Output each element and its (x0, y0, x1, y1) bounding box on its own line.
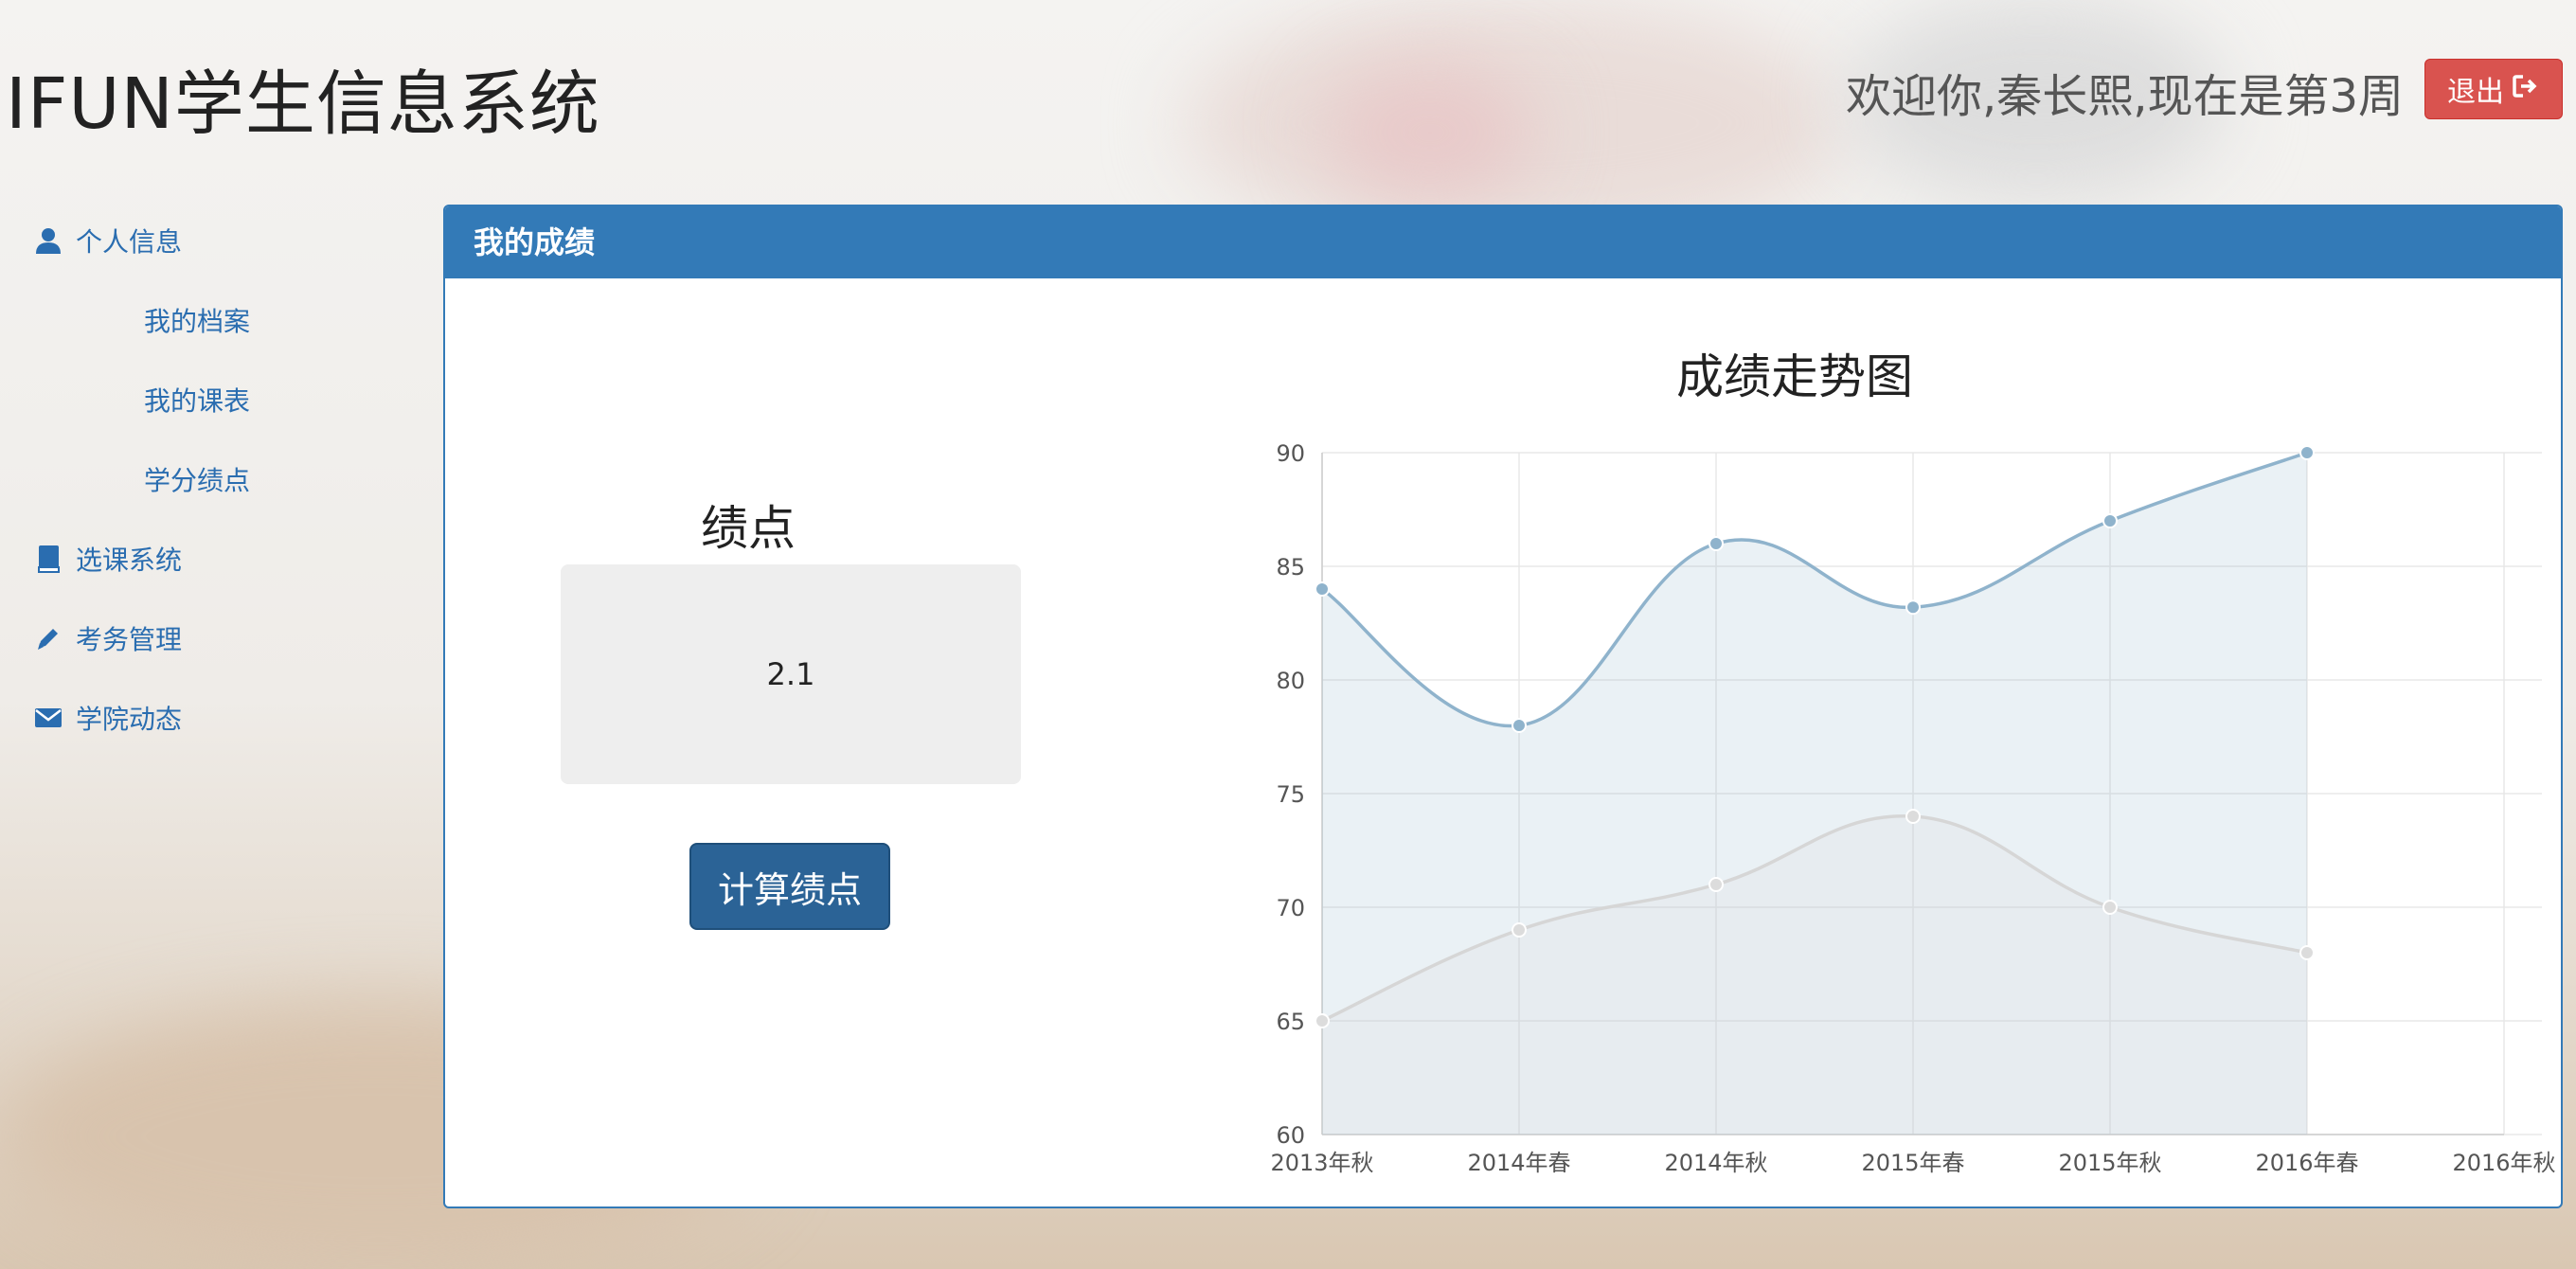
y-tick-label: 65 (1276, 1009, 1305, 1035)
data-point (2102, 900, 2118, 915)
sidebar-item-label: 学院动态 (76, 704, 183, 735)
sidebar-item-label: 考务管理 (76, 624, 183, 655)
data-point (1905, 599, 1921, 616)
gpa-label: 绩点 (701, 501, 796, 556)
y-tick-label: 70 (1276, 895, 1305, 921)
x-tick-label: 2016年秋 (2452, 1150, 2555, 1176)
data-point (2299, 445, 2315, 460)
app-title: IFUN学生信息系统 (6, 63, 600, 145)
gpa-value-box: 2.1 (561, 564, 1021, 784)
x-tick-label: 2014年春 (1467, 1150, 1570, 1176)
sidebar-item-my-schedule[interactable]: 我的课表 (144, 385, 251, 417)
sidebar-item-my-archive[interactable]: 我的档案 (144, 306, 251, 337)
logout-button[interactable]: 退出 (2424, 59, 2563, 119)
sidebar-item-credits-gpa[interactable]: 学分绩点 (144, 465, 251, 496)
grade-trend-chart: 60 65 70 75 80 85 90 2013年秋 2014年春 2014年秋 2015年春 20… (1270, 440, 2555, 1176)
data-point (1512, 718, 1527, 733)
sidebar-item-label: 个人信息 (76, 226, 183, 258)
data-point (1512, 922, 1527, 938)
pencil-icon (34, 624, 63, 652)
data-point (2299, 945, 2315, 960)
series-line (1321, 814, 2308, 1023)
data-point (1905, 809, 1921, 824)
logout-label: 退出 (2447, 76, 2504, 109)
y-tick-label: 85 (1276, 554, 1305, 581)
y-tick-label: 75 (1276, 781, 1305, 808)
sidebar-item-exam-management[interactable]: 考务管理 (34, 619, 182, 657)
calculate-gpa-button[interactable]: 计算绩点 (689, 843, 890, 930)
sidebar-item-course-selection[interactable]: 选课系统 (34, 540, 182, 578)
data-point (1315, 581, 1330, 597)
data-point (1708, 877, 1724, 892)
welcome-message: 欢迎你,秦长熙,现在是第3周 (1845, 70, 2404, 123)
data-point (1315, 1013, 1330, 1028)
envelope-icon (34, 704, 63, 732)
gpa-value: 2.1 (766, 656, 815, 692)
y-tick-label: 80 (1276, 668, 1305, 694)
panel-title: 我的成绩 (445, 206, 2561, 278)
grades-panel: 我的成绩 绩点 2.1 计算绩点 成绩走势图 60 65 70 75 80 85 90 201… (443, 205, 2563, 1208)
y-tick-label: 60 (1276, 1122, 1305, 1149)
sign-out-icon (2512, 73, 2540, 106)
x-tick-label: 2014年秋 (1664, 1150, 1767, 1176)
chart-title: 成绩走势图 (1676, 349, 1913, 404)
data-point (2102, 513, 2118, 528)
series-area (1322, 815, 2307, 1135)
sidebar-item-label: 选课系统 (76, 545, 183, 576)
x-tick-label: 2015年秋 (2058, 1150, 2161, 1176)
data-point (1708, 536, 1724, 551)
x-tick-label: 2015年春 (1861, 1150, 1964, 1176)
series-area (1322, 453, 2307, 1135)
user-icon (34, 226, 63, 255)
x-tick-label: 2013年秋 (1270, 1150, 1373, 1176)
x-tick-label: 2016年春 (2255, 1150, 2358, 1176)
sidebar-item-college-news[interactable]: 学院动态 (34, 699, 182, 737)
y-tick-label: 90 (1276, 440, 1305, 467)
sidebar-item-personal-info[interactable]: 个人信息 (34, 222, 182, 259)
book-icon (34, 545, 63, 573)
